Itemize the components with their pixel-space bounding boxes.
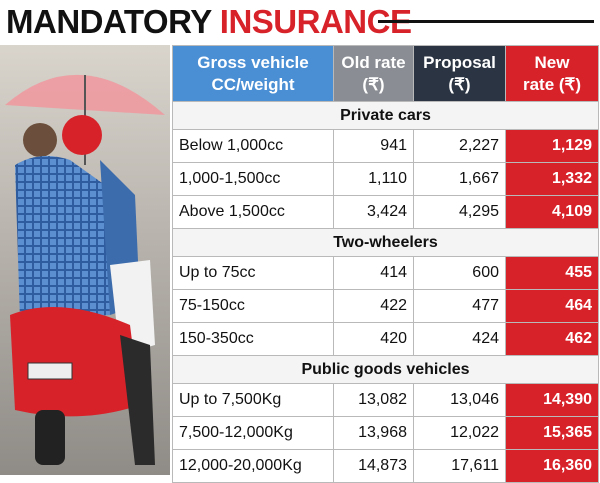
rate: 12,022	[413, 416, 506, 450]
header-row: Gross vehicle CC/weight Old rate (₹) Propo…	[172, 45, 599, 102]
wheel	[35, 410, 65, 465]
title-black: MANDATORY	[6, 3, 212, 40]
rate: 2,227	[413, 129, 506, 163]
vehicle-class: Above 1,500cc	[172, 195, 334, 229]
helmet	[62, 115, 102, 155]
rate: 420	[333, 322, 414, 356]
vehicle-class: Up to 7,500Kg	[172, 383, 334, 417]
rate: 1,667	[413, 162, 506, 196]
scooter	[10, 307, 140, 417]
vehicle-class: 75-150cc	[172, 289, 334, 323]
vehicle-class: 7,500-12,000Kg	[172, 416, 334, 450]
rate: 14,873	[333, 449, 414, 483]
vehicle-class: Up to 75cc	[172, 256, 334, 290]
rate: 600	[413, 256, 506, 290]
section-name: Two-wheelers	[172, 228, 599, 257]
leg	[120, 335, 155, 465]
rate: 4,295	[413, 195, 506, 229]
vehicle-class: 12,000-20,000Kg	[172, 449, 334, 483]
head	[23, 123, 57, 157]
data-row: Up to 75cc 414 600 455	[172, 256, 599, 290]
vehicle-class: Below 1,000cc	[172, 129, 334, 163]
rate: 941	[333, 129, 414, 163]
title-rule	[378, 20, 594, 23]
section-row: Two-wheelers	[172, 228, 599, 257]
new-rate: 15,365	[505, 416, 599, 450]
column-header: Proposal (₹)	[413, 45, 506, 102]
rate: 13,046	[413, 383, 506, 417]
section-row: Public goods vehicles	[172, 355, 599, 384]
plate	[27, 362, 73, 380]
data-row: Below 1,000cc 941 2,227 1,129	[172, 129, 599, 163]
new-rate: 1,129	[505, 129, 599, 163]
rate: 17,611	[413, 449, 506, 483]
rate: 414	[333, 256, 414, 290]
data-row: 7,500-12,000Kg 13,968 12,022 15,365	[172, 416, 599, 450]
rate: 424	[413, 322, 506, 356]
section-name: Private cars	[172, 101, 599, 130]
data-row: 75-150cc 422 477 464	[172, 289, 599, 323]
data-row: 150-350cc 420 424 462	[172, 322, 599, 356]
vehicle-class: 150-350cc	[172, 322, 334, 356]
data-row: Above 1,500cc 3,424 4,295 4,109	[172, 195, 599, 229]
column-header: Old rate (₹)	[333, 45, 414, 102]
photo	[0, 45, 170, 475]
data-row: Up to 7,500Kg 13,082 13,046 14,390	[172, 383, 599, 417]
new-rate: 16,360	[505, 449, 599, 483]
section-name: Public goods vehicles	[172, 355, 599, 384]
new-rate: 14,390	[505, 383, 599, 417]
rates-table: Gross vehicle CC/weight Old rate (₹) Propo…	[172, 45, 599, 483]
column-header: Gross vehicle CC/weight	[172, 45, 334, 102]
new-rate: 455	[505, 256, 599, 290]
new-rate: 462	[505, 322, 599, 356]
shirt	[15, 156, 110, 320]
rate: 477	[413, 289, 506, 323]
new-rate: 4,109	[505, 195, 599, 229]
rate: 1,110	[333, 162, 414, 196]
vehicle-class: 1,000-1,500cc	[172, 162, 334, 196]
new-rate: 464	[505, 289, 599, 323]
rate: 422	[333, 289, 414, 323]
data-row: 12,000-20,000Kg 14,873 17,611 16,360	[172, 449, 599, 483]
column-header: New rate (₹)	[505, 45, 599, 102]
rate: 13,082	[333, 383, 414, 417]
data-row: 1,000-1,500cc 1,110 1,667 1,332	[172, 162, 599, 196]
rate: 3,424	[333, 195, 414, 229]
rate: 13,968	[333, 416, 414, 450]
new-rate: 1,332	[505, 162, 599, 196]
title: MANDATORY INSURANCE	[6, 2, 412, 42]
section-row: Private cars	[172, 101, 599, 130]
